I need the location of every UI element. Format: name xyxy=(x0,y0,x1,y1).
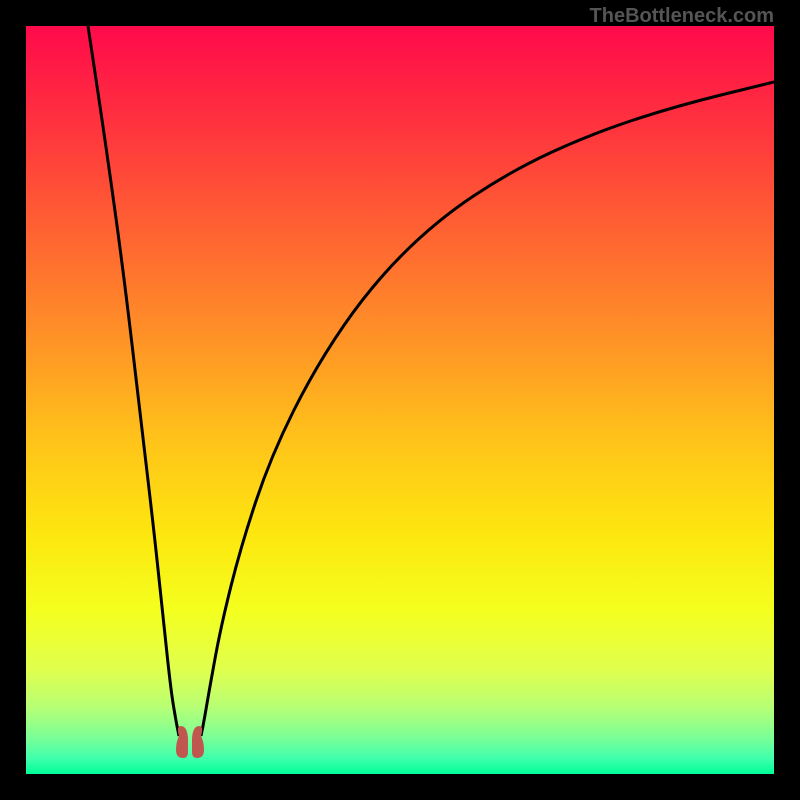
chart-plot-area xyxy=(26,26,774,774)
curve-right-branch xyxy=(201,82,774,736)
curve-minimum-marker xyxy=(176,726,204,758)
chart-curves xyxy=(26,26,774,774)
watermark-text: TheBottleneck.com xyxy=(590,5,774,28)
curve-left-branch xyxy=(88,26,179,736)
